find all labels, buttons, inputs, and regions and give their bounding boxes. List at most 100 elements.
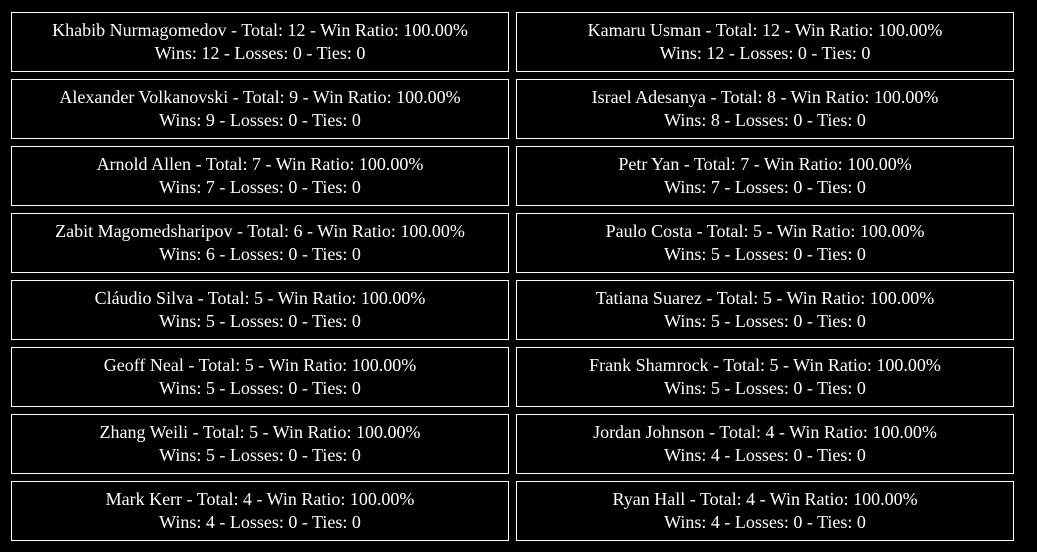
ties-label: Ties: xyxy=(312,177,352,197)
losses-value: 0 xyxy=(797,43,807,63)
losses-label: Losses: xyxy=(734,445,794,465)
fighter-card: Tatiana Suarez - Total: 5 - Win Ratio: 1… xyxy=(516,280,1014,340)
fighter-name: Alexander Volkanovski xyxy=(59,87,229,107)
separator: - xyxy=(708,355,724,375)
losses-value: 0 xyxy=(288,445,298,465)
fighter-summary-line: Khabib Nurmagomedov - Total: 12 - Win Ra… xyxy=(52,19,468,42)
ties-label: Ties: xyxy=(312,378,352,398)
separator: - xyxy=(260,154,276,174)
separator: - xyxy=(297,512,313,532)
separator: - xyxy=(214,311,230,331)
separator: - xyxy=(779,20,795,40)
separator: - xyxy=(706,87,721,107)
win-ratio-label: Win Ratio: xyxy=(268,355,352,375)
losses-value: 0 xyxy=(793,378,803,398)
fighter-name: Cláudio Silva xyxy=(94,288,194,308)
losses-value: 0 xyxy=(793,512,803,532)
losses-label: Losses: xyxy=(734,512,794,532)
wins-label: Wins: xyxy=(159,445,206,465)
total-label: Total: xyxy=(723,355,770,375)
ties-value: 0 xyxy=(351,177,361,197)
ties-label: Ties: xyxy=(817,445,857,465)
wins-label: Wins: xyxy=(159,177,206,197)
win-ratio-value: 100.00% xyxy=(400,221,465,241)
win-ratio-value: 100.00% xyxy=(872,422,937,442)
separator: - xyxy=(775,87,791,107)
ties-label: Ties: xyxy=(817,378,857,398)
separator: - xyxy=(719,378,735,398)
win-ratio-label: Win Ratio: xyxy=(789,422,873,442)
total-label: Total: xyxy=(241,20,288,40)
losses-value: 0 xyxy=(288,177,298,197)
win-ratio-value: 100.00% xyxy=(349,489,415,509)
separator: - xyxy=(806,43,822,63)
fighter-name: Arnold Allen xyxy=(96,154,192,174)
total-label: Total: xyxy=(716,288,763,308)
separator: - xyxy=(719,445,735,465)
separator: - xyxy=(719,512,735,532)
fighter-summary-line: Jordan Johnson - Total: 4 - Win Ratio: 1… xyxy=(593,421,937,444)
separator: - xyxy=(719,110,735,130)
win-ratio-label: Win Ratio: xyxy=(272,422,357,442)
ties-label: Ties: xyxy=(817,177,857,197)
fighter-record-line: Wins: 5 - Losses: 0 - Ties: 0 xyxy=(664,243,866,266)
fighter-record-line: Wins: 4 - Losses: 0 - Ties: 0 xyxy=(159,511,361,534)
win-ratio-label: Win Ratio: xyxy=(793,355,877,375)
losses-value: 0 xyxy=(288,512,298,532)
losses-label: Losses: xyxy=(734,110,794,130)
separator: - xyxy=(778,355,794,375)
win-ratio-label: Win Ratio: xyxy=(769,489,854,509)
fighter-summary-line: Israel Adesanya - Total: 8 - Win Ratio: … xyxy=(592,86,939,109)
total-value: 5 xyxy=(249,422,259,442)
separator: - xyxy=(297,445,313,465)
separator: - xyxy=(214,512,230,532)
separator: - xyxy=(253,355,269,375)
separator: - xyxy=(774,422,790,442)
fighter-summary-line: Tatiana Suarez - Total: 5 - Win Ratio: 1… xyxy=(596,287,935,310)
wins-value: 9 xyxy=(205,110,215,130)
separator: - xyxy=(301,43,317,63)
separator: - xyxy=(193,288,208,308)
wins-label: Wins: xyxy=(664,512,711,532)
separator: - xyxy=(701,288,717,308)
fighter-card: Israel Adesanya - Total: 8 - Win Ratio: … xyxy=(516,79,1014,139)
fighter-summary-line: Paulo Costa - Total: 5 - Win Ratio: 100.… xyxy=(606,220,925,243)
fighter-card: Arnold Allen - Total: 7 - Win Ratio: 100… xyxy=(11,146,509,206)
losses-value: 0 xyxy=(288,311,298,331)
separator: - xyxy=(761,221,777,241)
fighter-record-line: Wins: 5 - Losses: 0 - Ties: 0 xyxy=(159,377,361,400)
fighter-record-line: Wins: 8 - Losses: 0 - Ties: 0 xyxy=(664,109,866,132)
fighter-card: Kamaru Usman - Total: 12 - Win Ratio: 10… xyxy=(516,12,1014,72)
win-ratio-label: Win Ratio: xyxy=(277,288,361,308)
wins-label: Wins: xyxy=(664,445,711,465)
total-value: 5 xyxy=(253,288,263,308)
fighter-card: Mark Kerr - Total: 4 - Win Ratio: 100.00… xyxy=(11,481,509,541)
fighter-grid: Khabib Nurmagomedov - Total: 12 - Win Ra… xyxy=(11,12,1014,541)
wins-value: 8 xyxy=(710,110,720,130)
separator: - xyxy=(214,177,230,197)
losses-label: Losses: xyxy=(229,378,289,398)
fighter-card: Alexander Volkanovski - Total: 9 - Win R… xyxy=(11,79,509,139)
wins-label: Wins: xyxy=(159,378,206,398)
fighter-record-line: Wins: 12 - Losses: 0 - Ties: 0 xyxy=(155,42,366,65)
total-label: Total: xyxy=(699,489,747,509)
ties-value: 0 xyxy=(856,445,866,465)
total-value: 5 xyxy=(244,355,254,375)
separator: - xyxy=(802,110,818,130)
wins-value: 4 xyxy=(710,512,720,532)
separator: - xyxy=(755,489,770,509)
fighter-name: Zhang Weili xyxy=(99,422,189,442)
separator: - xyxy=(232,221,248,241)
separator: - xyxy=(802,244,818,264)
losses-label: Losses: xyxy=(229,244,289,264)
fighter-record-line: Wins: 5 - Losses: 0 - Ties: 0 xyxy=(664,310,866,333)
losses-label: Losses: xyxy=(734,311,794,331)
wins-value: 12 xyxy=(706,43,725,63)
fighter-summary-line: Zabit Magomedsharipov - Total: 6 - Win R… xyxy=(55,220,465,243)
ties-value: 0 xyxy=(351,244,361,264)
fighter-name: Khabib Nurmagomedov xyxy=(52,20,227,40)
separator: - xyxy=(679,154,694,174)
losses-label: Losses: xyxy=(734,244,794,264)
separator: - xyxy=(302,221,318,241)
losses-label: Losses: xyxy=(229,445,289,465)
